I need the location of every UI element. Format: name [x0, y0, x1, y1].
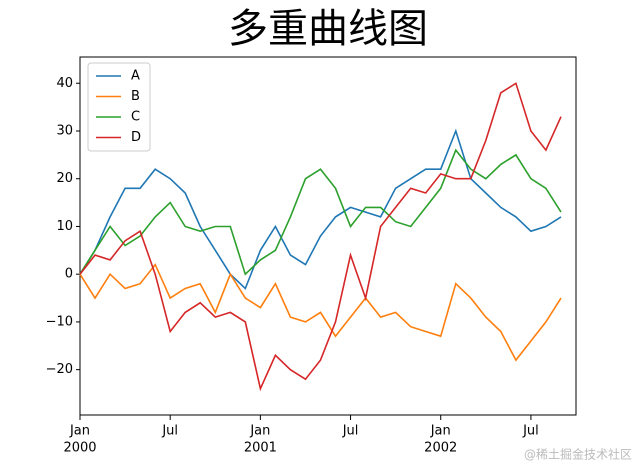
y-tick-label: 20 — [56, 171, 73, 186]
watermark: @稀土掘金技术社区 — [524, 447, 632, 462]
plot-frame — [79, 56, 577, 416]
x-tick-sublabel: 2002 — [424, 441, 457, 456]
x-tick-label: Jan — [430, 424, 451, 439]
series-line — [79, 82, 562, 392]
x-tick-sublabel: 2001 — [244, 441, 277, 456]
y-tick-label: 40 — [56, 76, 73, 91]
legend-label: A — [131, 69, 140, 84]
y-tick-label: −10 — [46, 314, 73, 329]
y-tick-label: −20 — [46, 362, 73, 377]
y-tick-label: 30 — [56, 123, 73, 138]
series-line — [79, 128, 562, 290]
legend-box — [87, 62, 151, 152]
x-tick-label: Jan — [69, 424, 90, 439]
legend-label: D — [131, 130, 141, 145]
series-line — [79, 263, 562, 362]
x-tick-label: Jul — [161, 424, 178, 439]
x-tick-label: Jul — [342, 424, 359, 439]
chart-title: 多重曲线图 — [228, 6, 428, 52]
series-line — [79, 148, 562, 276]
y-tick-label: 10 — [56, 219, 73, 234]
x-tick-sublabel: 2000 — [63, 441, 96, 456]
x-tick-label: Jan — [249, 424, 270, 439]
legend-label: C — [131, 110, 140, 125]
legend-label: B — [131, 89, 140, 104]
x-tick-label: Jul — [522, 424, 539, 439]
y-tick-label: 0 — [65, 267, 73, 282]
